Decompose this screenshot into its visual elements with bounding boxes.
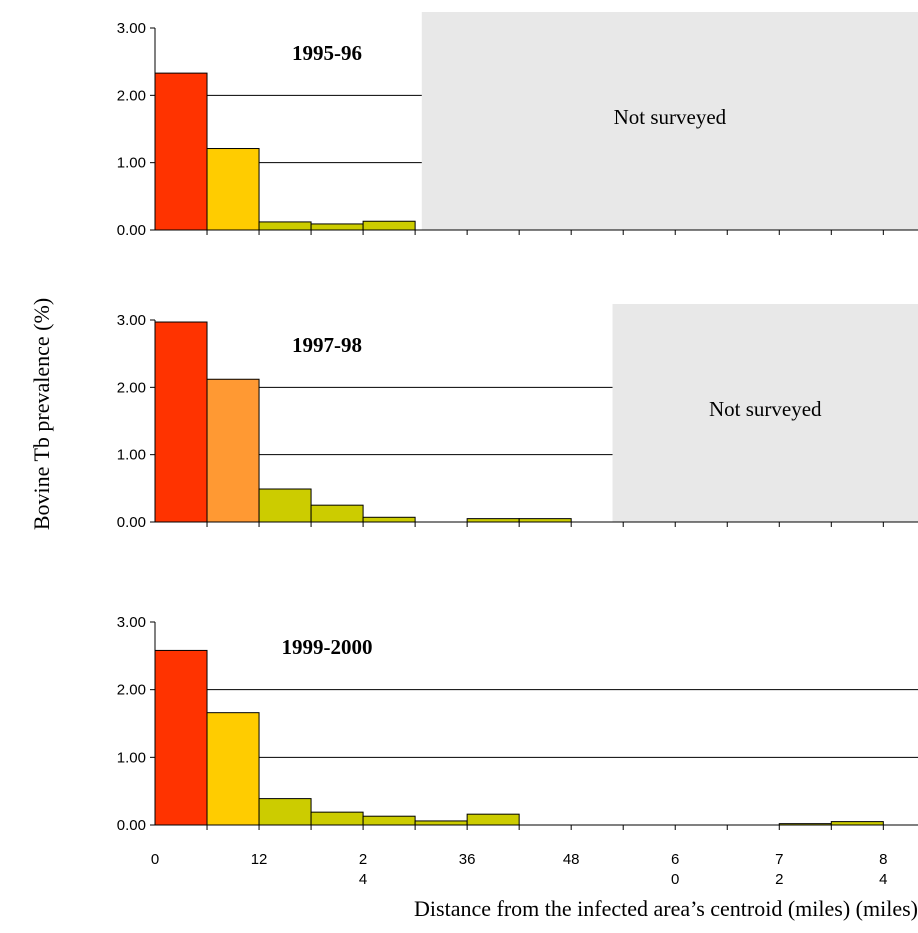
panel-title: 1999-2000 (282, 635, 373, 659)
y-tick-label: 2.00 (117, 682, 146, 699)
bar-1997-98-bin-24 (362, 516, 416, 523)
x-tick-label: 4 (879, 871, 887, 888)
panel-1997-98: 0.00 1.00 2.00 3.00 1997-98 Not surveyed (117, 304, 918, 531)
bar-1997-98-bin-12 (258, 488, 312, 523)
x-tick-label: 4 (359, 871, 367, 888)
y-tick-label: 3.00 (117, 614, 146, 631)
bar-1995-96-bin-12 (258, 221, 312, 231)
bar-1999-2000-bin-24 (362, 815, 416, 826)
bar-1999-2000-bin-72 (778, 823, 832, 826)
y-tick-label: 1.00 (117, 749, 146, 766)
bar-1999-2000-bin-6 (206, 712, 260, 826)
y-tick-label: 1.00 (117, 447, 146, 464)
y-tick-label: 2.00 (117, 379, 146, 396)
y-tick-label: 3.00 (117, 20, 146, 37)
bar-1997-98-bin-18 (310, 504, 364, 523)
x-tick-label: 0 (151, 851, 159, 868)
x-axis-title: Distance from the infected area’s centro… (414, 896, 918, 921)
bar-1995-96-bin-6 (206, 148, 260, 231)
y-tick-label: 0.00 (117, 514, 146, 531)
bar-1999-2000-bin-36 (466, 813, 520, 826)
panel-title: 1997-98 (292, 333, 362, 357)
y-axis-title: Bovine Tb prevalence (%) (29, 298, 54, 530)
bar-1999-2000-bin-30 (414, 820, 468, 826)
x-tick-label: 36 (459, 851, 476, 868)
x-tick-label: 2 (775, 871, 783, 888)
y-tick-label: 2.00 (117, 87, 146, 104)
y-tick-label: 0.00 (117, 817, 146, 834)
x-tick-label: 0 (671, 871, 679, 888)
bar-1999-2000-bin-0 (154, 649, 208, 826)
panel-title: 1995-96 (292, 41, 362, 65)
panel-1999-2000: 0.00 1.00 2.00 3.00 1999-2000 (117, 614, 918, 834)
not-surveyed-label: Not surveyed (614, 105, 727, 129)
bar-1999-2000-bin-18 (310, 811, 364, 826)
x-tick-label: 6 (671, 851, 679, 868)
y-tick-label: 3.00 (117, 312, 146, 329)
not-surveyed-label: Not surveyed (709, 397, 822, 421)
bar-1997-98-bin-42 (518, 518, 572, 523)
x-tick-label: 48 (563, 851, 580, 868)
y-tick-label: 1.00 (117, 155, 146, 172)
panel-1995-96: 0.00 1.00 2.00 3.00 1995-96 Not surveyed (117, 12, 918, 239)
y-tick-label: 0.00 (117, 222, 146, 239)
not-surveyed-region (421, 12, 918, 230)
bar-1999-2000-bin-78 (830, 821, 884, 826)
x-tick-label: 7 (775, 851, 783, 868)
bar-1995-96-bin-0 (154, 72, 208, 231)
bar-1997-98-bin-36 (466, 518, 520, 523)
bar-1995-96-bin-24 (362, 220, 416, 231)
not-surveyed-region (612, 304, 918, 522)
x-tick-label: 2 (359, 851, 367, 868)
bar-1997-98-bin-0 (154, 321, 208, 523)
x-tick-label: 12 (251, 851, 268, 868)
x-tick-label: 8 (879, 851, 887, 868)
bar-1995-96-bin-18 (310, 223, 364, 231)
panels: 0.00 1.00 2.00 3.00 1995-96 Not surveyed 0.00 1… (117, 12, 918, 834)
bar-1997-98-bin-6 (206, 378, 260, 523)
bar-1999-2000-bin-12 (258, 798, 312, 826)
